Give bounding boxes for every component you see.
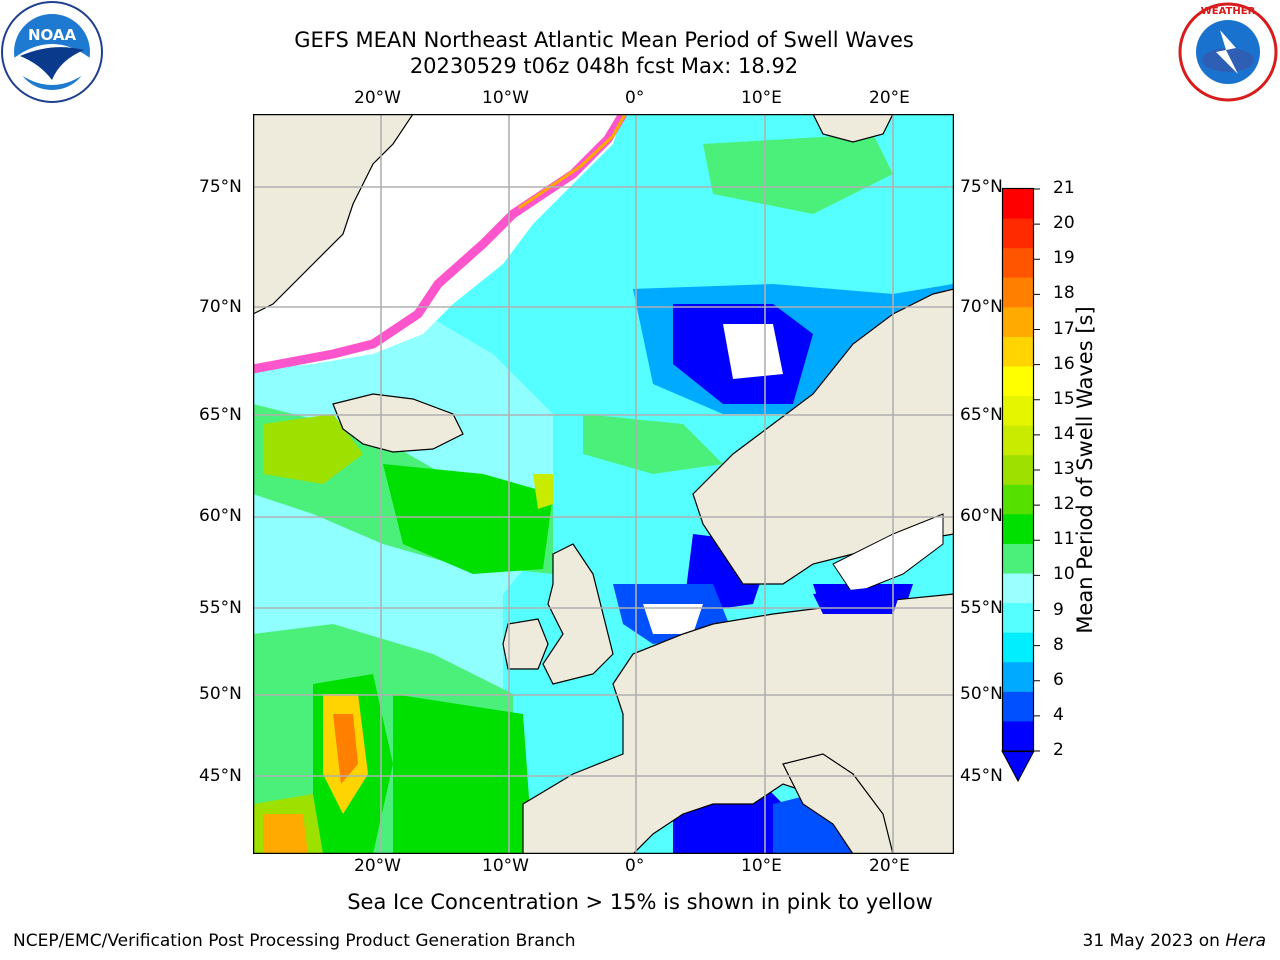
colorbar-swatch [1003,189,1033,220]
lat-label-left-75n: 75°N [199,177,242,197]
colorbar-tick-label: 8 [1053,634,1064,655]
colorbar-swatch [1003,603,1033,634]
colorbar-swatch [1003,632,1033,663]
nws-logo: WEATHER [1178,2,1278,102]
lon-label-top-0: 0° [625,88,645,108]
lat-label-right-70n: 70°N [960,297,1003,317]
colorbar-tick-label: 9 [1053,599,1064,620]
landmass [253,114,954,854]
colorbar-swatch [1003,514,1033,545]
lat-label-left-70n: 70°N [199,297,242,317]
colorbar-tick-label: 16 [1053,353,1075,374]
colorbar-tick-label: 17 [1053,318,1075,339]
chart-subtitle: 20230529 t06z 048h fcst Max: 18.92 [409,54,799,78]
lat-label-right-45n: 45°N [960,766,1003,786]
noaa-logo: NOAA [1,1,103,103]
lat-label-right-75n: 75°N [960,177,1003,197]
colorbar-swatch [1003,543,1033,575]
svg-text:NOAA: NOAA [28,26,77,44]
colorbar-swatch [1003,662,1033,693]
colorbar-swatch [1003,691,1033,722]
scandinavia [692,288,954,585]
lon-label-top-10w: 10°W [482,88,529,108]
colorbar-tick-label: 2 [1053,740,1064,760]
svg-text:WEATHER: WEATHER [1201,6,1256,17]
colorbar-label: Mean Period of Swell Waves [s] [1073,306,1097,634]
colorbar-tick-label: 12 [1053,494,1075,515]
colorbar-tick-label: 18 [1053,283,1075,304]
footer-branch: NCEP/EMC/Verification Post Processing Pr… [13,931,576,951]
italy [782,753,894,854]
footer-date-text: 31 May 2023 on [1082,931,1226,951]
lon-label-bottom-20w: 20°W [354,856,401,876]
lat-label-left-50n: 50°N [199,684,242,704]
colorbar-tick-label: 21 [1053,178,1075,198]
map-panel [253,114,954,854]
colorbar-swatch [1003,218,1033,249]
lon-label-bottom-20e: 20°E [869,856,910,876]
lon-label-top-20w: 20°W [354,88,401,108]
lat-label-left-60n: 60°N [199,506,242,526]
lat-label-right-55n: 55°N [960,598,1003,618]
lat-label-left-45n: 45°N [199,766,242,786]
colorbar-tick-label: 10 [1053,564,1075,585]
graticule [253,114,954,854]
colorbar-swatch [1003,455,1033,486]
great-britain [542,543,614,685]
colorbar-swatch [1003,396,1033,427]
lon-label-top-10e: 10°E [741,88,782,108]
colorbar-tick-label: 14 [1053,423,1075,444]
colorbar [1001,187,1040,783]
footer-date: 31 May 2023 on Hera [1083,931,1267,951]
iceland [332,393,464,453]
colorbar-swatch [1003,336,1033,367]
map-frame [253,114,954,854]
lat-label-left-65n: 65°N [199,405,242,425]
lat-label-right-65n: 65°N [960,405,1003,425]
lat-label-right-60n: 60°N [960,506,1003,526]
footer-host: Hera [1225,931,1266,951]
colorbar-tick-label: 15 [1053,388,1075,409]
colorbar-swatch [1003,425,1033,456]
lon-label-bottom-10e: 10°E [741,856,782,876]
chart-title: GEFS MEAN Northeast Atlantic Mean Period… [294,28,914,52]
sea-ice-caption: Sea Ice Concentration > 15% is shown in … [347,890,933,914]
colorbar-tick-label: 13 [1053,459,1075,479]
colorbar-tick-label: 11 [1053,529,1075,550]
lon-label-top-20e: 20°E [869,88,910,108]
lon-label-bottom-0: 0° [625,856,645,876]
lat-label-left-55n: 55°N [199,598,242,618]
colorbar-tick-label: 6 [1053,669,1064,690]
colorbar-swatch [1003,277,1033,308]
colorbar-swatch [1003,248,1033,279]
ireland [502,618,549,670]
colorbar-tick-label: 20 [1053,213,1075,234]
lat-label-right-50n: 50°N [960,684,1003,704]
colorbar-tick-label: 4 [1053,704,1064,725]
colorbar-tick-label: 19 [1053,248,1075,269]
colorbar-swatch [1003,484,1033,515]
colorbar-swatch [1003,721,1033,752]
colorbar-swatch [1003,366,1033,397]
colorbar-swatch [1003,307,1033,338]
lon-label-bottom-10w: 10°W [482,856,529,876]
colorbar-swatch [1003,573,1033,604]
